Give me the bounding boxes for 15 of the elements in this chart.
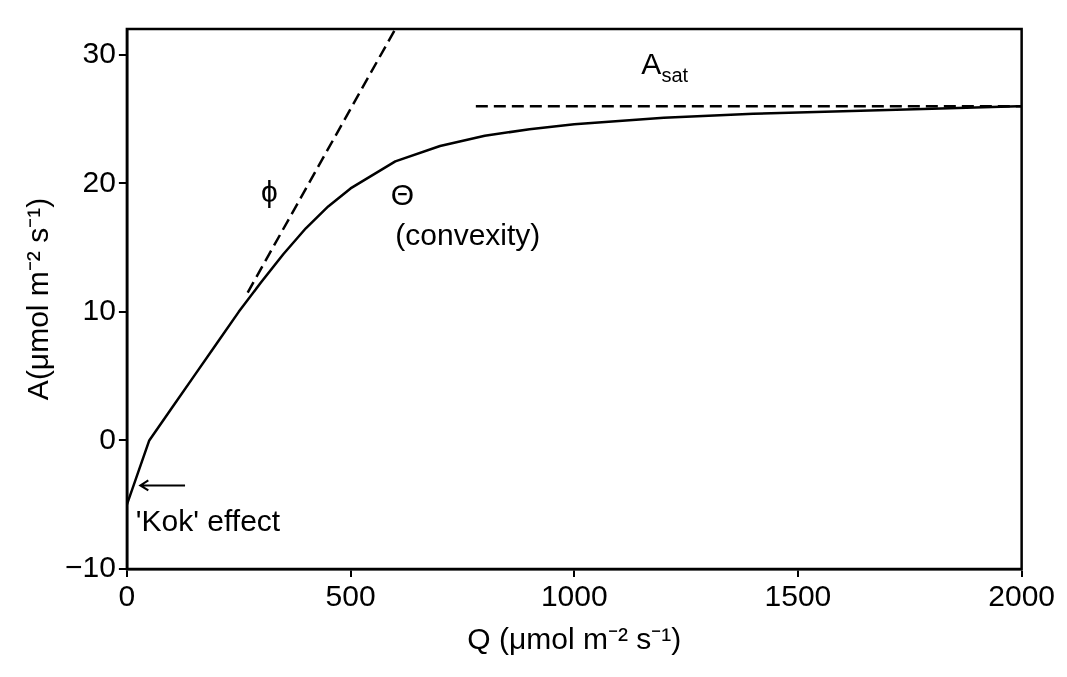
y-tick-label: 30 — [82, 35, 116, 69]
x-tick-label: 2000 — [988, 579, 1056, 613]
x-tick-label: 1500 — [764, 579, 832, 613]
y-tick-label: 10 — [82, 293, 116, 327]
x-tick-label: 1000 — [540, 579, 608, 613]
y-tick-label: 0 — [99, 421, 116, 455]
x-tick-label: 500 — [325, 579, 376, 613]
x-axis-title: Q (μmol m⁻² s⁻¹) — [467, 622, 682, 656]
annotation: 'Kok' effect — [135, 504, 281, 538]
annotation: ϕ — [261, 174, 278, 208]
y-axis-title: A(μmol m⁻² s⁻¹) — [21, 197, 55, 401]
y-tick-label: −10 — [65, 550, 116, 584]
annotation: (convexity) — [395, 218, 541, 251]
y-tick-label: 20 — [82, 164, 116, 198]
annotation: Θ — [390, 177, 415, 211]
